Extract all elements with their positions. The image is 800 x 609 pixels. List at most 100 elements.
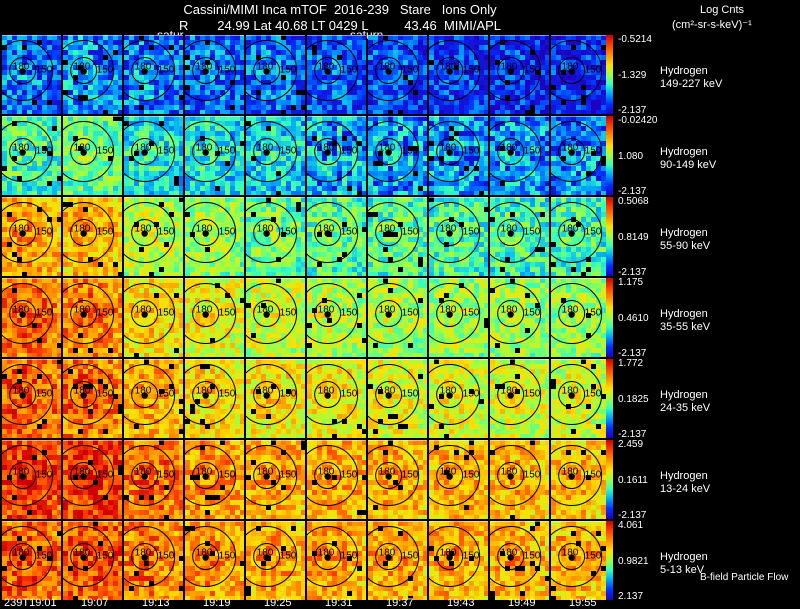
svg-text:180: 180 [135,224,152,235]
svg-text:150: 150 [219,146,236,157]
colorbar-max-value: 1.772 [618,358,644,369]
colorbar-max-value: 2.459 [618,439,644,450]
sky-map-panel: 180 150 [246,35,305,114]
sky-map-panel: 180 150 [63,197,122,276]
svg-text:150: 150 [280,227,297,238]
svg-text:180: 180 [379,143,396,154]
sky-map-panel: 180 150 [551,521,610,600]
sky-map-panel: 180 150 [185,440,244,519]
species-label: Hydrogen 24-35 keV [660,389,710,415]
sky-map-panel: 180 150 [551,359,610,438]
sky-map-panel: 180 150 [368,440,427,519]
sky-map-panel: 180 150 [368,359,427,438]
sky-map-panel: 180 150 [124,278,183,357]
species-name: Hydrogen [660,470,708,482]
colorbar-mid-value: 1.080 [618,150,644,162]
species-label: Hydrogen 35-55 keV [660,308,710,334]
footer-label: B-field Particle Flow [700,572,789,583]
svg-text:180: 180 [501,62,518,73]
sky-map-panel: 180 150 [2,521,61,600]
sky-map-panel: 180 150 [551,278,610,357]
svg-text:150: 150 [97,65,114,76]
image-grid: 180 150 180 150 180 150 180 150 180 150 180 150 180 1… [0,35,610,600]
sky-map-panel: 180 150 [185,521,244,600]
sky-map-panel: 180 150 [124,521,183,600]
energy-range: 55-90 keV [660,240,711,252]
svg-text:180: 180 [257,62,274,73]
sky-map-panel: 180 150 [551,35,610,114]
time-label: 19:13 [142,597,170,609]
sky-map-panel: 180 150 [551,440,610,519]
sky-map-panel: 180 150 [2,116,61,195]
time-label: 19:37 [386,597,414,609]
svg-text:150: 150 [219,227,236,238]
sky-map-panel: 180 150 [2,35,61,114]
sky-map-panel: 180 150 [551,197,610,276]
colorbar-mid-value: 0.9821 [618,555,649,567]
colorbar-mid-value: 0.4610 [618,312,649,324]
sky-map-panel: 180 150 [246,116,305,195]
units-label: Log Cnts [700,4,745,16]
svg-text:150: 150 [36,146,53,157]
sky-map-panel: 180 150 [124,359,183,438]
svg-text:150: 150 [402,65,419,76]
svg-text:150: 150 [341,65,358,76]
svg-text:150: 150 [463,146,480,157]
sky-map-panel: 180 150 [63,359,122,438]
svg-text:150: 150 [97,227,114,238]
svg-text:150: 150 [97,146,114,157]
svg-text:180: 180 [13,62,30,73]
species-label: Hydrogen 13-24 keV [660,470,710,496]
svg-text:180: 180 [318,62,335,73]
svg-text:150: 150 [36,65,53,76]
sky-map-panel: 180 150 [246,359,305,438]
svg-text:150: 150 [402,146,419,157]
svg-text:150: 150 [280,146,297,157]
svg-text:180: 180 [74,62,91,73]
svg-text:150: 150 [585,65,602,76]
svg-text:180: 180 [196,62,213,73]
colorbar [606,521,613,600]
sky-map-panel: 180 150 [185,35,244,114]
colorbar-min-value: 2.137 [618,591,644,602]
svg-text:180: 180 [135,143,152,154]
svg-text:180: 180 [257,143,274,154]
sky-map-panel: 180 150 [124,197,183,276]
time-label: 19:25 [264,597,292,609]
sky-map-panel: 180 150 [429,440,488,519]
sky-map-panel: 180 150 [307,116,366,195]
time-label: 19:19 [203,597,231,609]
colorbar-min-value: -2.137 [618,105,647,116]
sky-map-panel: 180 150 [307,359,366,438]
species-label: Hydrogen 55-90 keV [660,227,710,253]
svg-text:150: 150 [585,146,602,157]
sky-map-panel: 180 150 [429,197,488,276]
sky-map-panel: 180 150 [246,440,305,519]
sky-map-panel: 180 150 [63,440,122,519]
svg-text:150: 150 [158,227,175,238]
sky-map-panel: 180 150 [490,278,549,357]
sky-map-panel: 180 150 [185,116,244,195]
energy-range: 13-24 keV [660,483,711,495]
colorbar-min-value: -2.137 [618,186,647,197]
colorbar-min-value: -2.137 [618,429,647,440]
energy-range: 90-149 keV [660,159,717,171]
species-label: Hydrogen 5-13 keV [660,551,708,577]
plot-title: Cassini/MIMI Inca mTOF 2016-239 Stare Io… [183,2,497,17]
time-label: 239T19:01 [4,597,57,609]
sky-map-panel: 180 150 [2,440,61,519]
colorbar [606,197,613,276]
svg-text:150: 150 [524,65,541,76]
time-label: 19:43 [447,597,475,609]
sky-map-panel: 180 150 [307,521,366,600]
sky-map-panel: 180 150 [246,521,305,600]
colorbar [606,116,613,195]
plot-subtitle: R 24.99 Lat 40.68 LT 0429 L 43.46 MIMI/A… [178,18,502,33]
sky-map-panel: 180 150 [124,116,183,195]
svg-text:150: 150 [36,227,53,238]
colorbar-max-value: 0.5068 [618,196,649,207]
sky-map-panel: 180 150 [490,197,549,276]
sky-map-panel: 180 150 [185,359,244,438]
sky-map-panel: 180 150 [2,197,61,276]
energy-range: 24-35 keV [660,402,711,414]
